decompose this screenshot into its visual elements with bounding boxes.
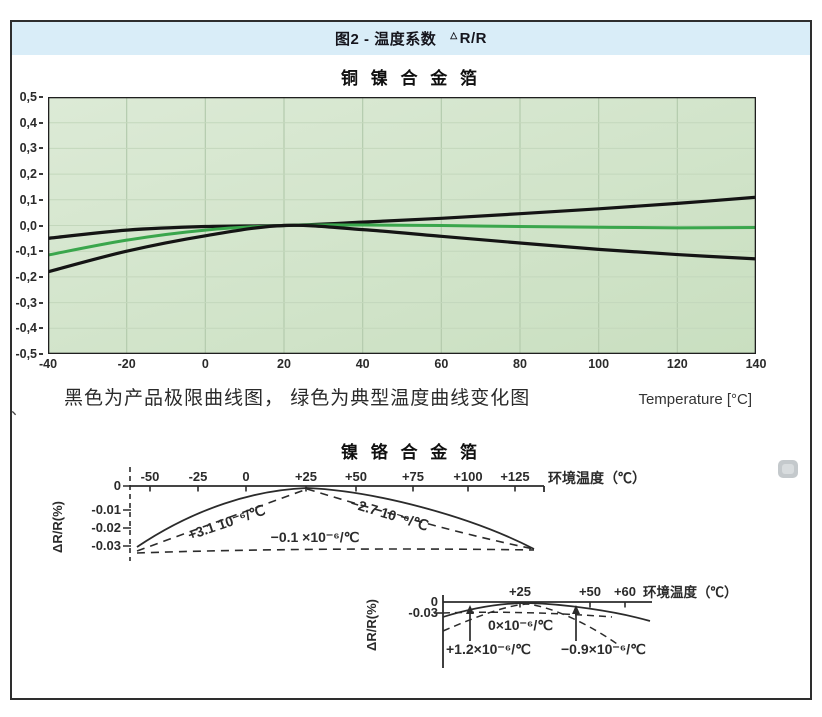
x-tick-marks-and-labels: -50 -25 0 +25 +50 +75 +100 +125 <box>141 469 530 492</box>
y-tick-label: 0,3 <box>19 141 37 156</box>
arrow-left-head <box>466 605 474 614</box>
annotation-minus0-1: −0.1 ×10⁻⁶/℃ <box>271 529 360 545</box>
y-tick-marks <box>123 485 131 547</box>
figure-header: 图2 - 温度系数 △ R/R <box>12 22 810 55</box>
x-tick-marks-and-labels: +25 +50 +60 <box>509 584 636 608</box>
x-axis-line <box>130 485 545 492</box>
slope-line-plus3-1 <box>136 488 308 552</box>
nicr-main-plot-svg: -50 -25 0 +25 +50 +75 +100 +125 环境温度（℃） 0 -0.01… <box>50 467 646 561</box>
y-tick-mark <box>39 353 43 355</box>
chart1-x-axis-title: Temperature [°C] <box>638 391 752 408</box>
chart1-caption-row: 黑色为产品极限曲线图， 绿色为典型温度曲线变化图 Temperature [°C… <box>48 383 756 410</box>
y-tick-mark <box>39 301 43 304</box>
y-tick-mark <box>39 198 43 201</box>
annotation-plus1-2: +1.2×10⁻⁶/℃ <box>446 641 531 657</box>
series-curve <box>48 223 756 257</box>
y-tick-1: -0.03 <box>408 605 438 620</box>
nicr-inset-plot-svg: +25 +50 +60 环境温度（℃） 0 -0.03 ΔR/R(%) 0×10⁻⁶… <box>364 584 738 668</box>
zero-slope-line-dashed <box>442 611 613 618</box>
chart1-title: 铜 镍 合 金 箔 <box>341 69 481 88</box>
x-tick-label: +50 <box>345 469 367 484</box>
y-tick-label: -0,3 <box>15 295 37 310</box>
cuni-plot-svg <box>48 97 756 354</box>
x-tick-label: 40 <box>355 357 370 371</box>
delta-symbol: △ <box>450 30 458 40</box>
y-tick-2: -0.02 <box>91 520 121 535</box>
series-curve <box>48 195 756 240</box>
x-tick-label: 0 <box>201 357 209 371</box>
y-tick-label: -0,2 <box>15 269 37 284</box>
annotation-zero: 0×10⁻⁶/℃ <box>488 617 553 633</box>
y-tick-mark <box>39 224 43 227</box>
y-tick-mark <box>39 147 43 150</box>
x-tick-label: -20 <box>117 357 136 371</box>
y-tick-0: 0 <box>114 478 121 493</box>
limit-curve-dashed <box>442 603 621 647</box>
x-tick-label: +100 <box>453 469 482 484</box>
y-tick-mark <box>39 327 43 330</box>
x-tick-label: +50 <box>579 584 601 599</box>
x-tick-label: +75 <box>402 469 424 484</box>
typical-curve-solid <box>442 602 651 622</box>
figure-header-ratio: R/R <box>459 30 487 47</box>
x-tick-label: -40 <box>38 357 58 371</box>
y-tick-label: 0,0 <box>19 218 37 233</box>
y-tick-label: -0,1 <box>15 244 37 259</box>
x-tick-label: 20 <box>277 357 291 371</box>
figure-header-title: 图2 - 温度系数 <box>335 31 437 48</box>
y-tick-1: -0.01 <box>91 502 121 517</box>
y-axis-title: ΔR/R(%) <box>364 599 379 651</box>
x-axis-title: 环境温度（℃） <box>643 584 738 600</box>
series-curve <box>48 223 756 274</box>
y-tick-3: -0.03 <box>91 538 121 553</box>
x-tick-label: 100 <box>588 357 610 371</box>
y-tick-0: 0 <box>431 594 438 609</box>
x-axis-title: 环境温度（℃） <box>548 470 646 486</box>
x-tick-label: -25 <box>189 469 208 484</box>
curves <box>48 195 756 274</box>
y-tick-label: -0,4 <box>15 321 37 336</box>
arrow-right-head <box>572 605 580 614</box>
annotation-minus2-7: −2.7 10⁻⁶/℃ <box>349 495 431 534</box>
annotation-plus3-1: +3.1 10⁻⁶/℃ <box>186 502 268 543</box>
chart1-caption: 黑色为产品极限曲线图， 绿色为典型温度曲线变化图 <box>64 388 531 409</box>
cuni-x-axis-labels: -40 -20 0 20 40 60 80 100 120 140 <box>39 357 766 373</box>
watermark-badge <box>778 460 798 478</box>
stray-punctuation-mark: 、 <box>11 401 27 418</box>
y-tick-label: 0,5 <box>19 90 37 104</box>
x-tick-label: 0 <box>242 469 249 484</box>
x-tick-label: -50 <box>141 469 160 484</box>
y-tick-label: 0,2 <box>19 167 37 182</box>
y-axis-title: ΔR/R(%) <box>50 501 65 553</box>
x-tick-label: +60 <box>614 584 636 599</box>
x-tick-label: 80 <box>513 357 527 371</box>
typical-curve-solid <box>136 487 535 550</box>
x-tick-label: 140 <box>745 357 767 371</box>
slope-line-minus2-7 <box>306 488 535 550</box>
y-tick-mark <box>39 250 43 253</box>
x-tick-label: 60 <box>434 357 449 371</box>
x-tick-label: 120 <box>666 357 688 371</box>
y-tick-mark <box>39 173 43 176</box>
y-tick-label: 0,1 <box>19 192 37 207</box>
x-tick-label: +25 <box>295 469 317 484</box>
y-tick-label: -0,5 <box>15 347 37 361</box>
annotation-minus0-9: −0.9×10⁻⁶/℃ <box>561 641 646 657</box>
grid-lines <box>48 97 756 354</box>
y-tick-mark <box>39 121 43 124</box>
y-tick-mark <box>39 275 43 278</box>
chart2-title: 镍 铬 合 金 箔 <box>341 443 481 462</box>
slope-line-minus0-1 <box>136 548 535 554</box>
x-tick-label: +125 <box>500 469 529 484</box>
y-tick-mark <box>39 96 43 98</box>
cuni-y-axis-labels: 0,5 0,4 0,3 0,2 0,1 0,0 -0,1 -0,2 -0,3 -0,4 -0,5 <box>0 90 43 361</box>
x-tick-label: +25 <box>509 584 531 599</box>
y-tick-label: 0,4 <box>19 115 37 130</box>
